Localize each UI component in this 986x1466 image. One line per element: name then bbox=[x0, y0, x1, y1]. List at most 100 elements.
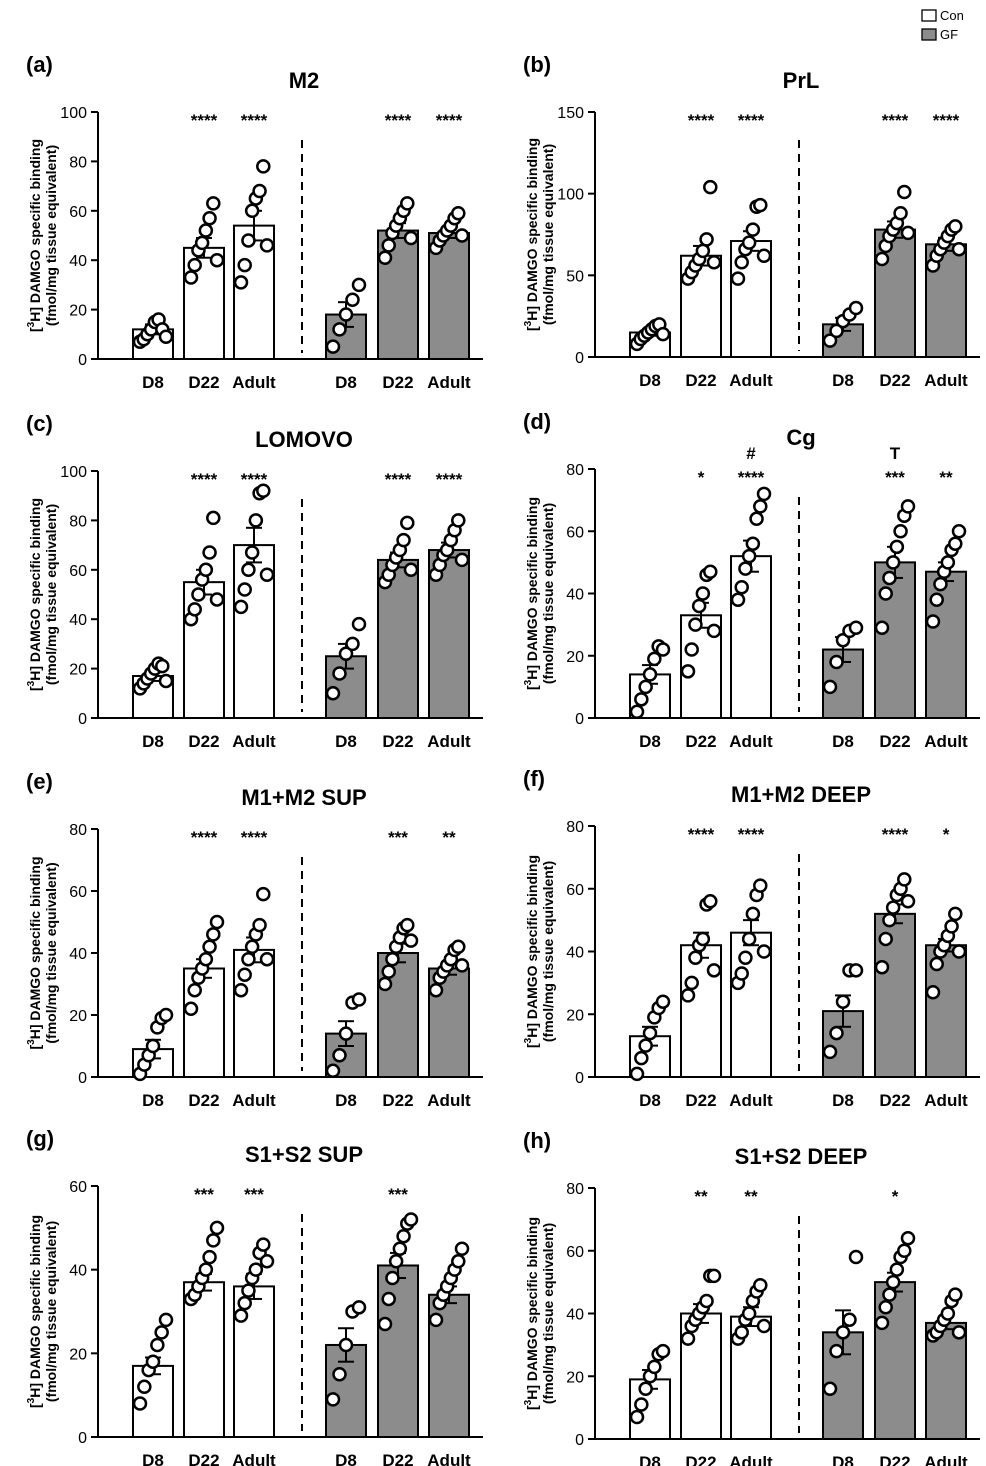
y-tick-label: 20 bbox=[566, 649, 584, 666]
data-point bbox=[745, 906, 761, 922]
data-point bbox=[741, 931, 757, 947]
data-point bbox=[454, 228, 470, 243]
y-tick-label: 100 bbox=[60, 464, 87, 481]
data-point bbox=[256, 159, 271, 174]
x-tick-label: D22 bbox=[382, 1451, 413, 1466]
x-tick-label: D8 bbox=[142, 1451, 164, 1466]
y-tick-label: 60 bbox=[69, 563, 87, 580]
data-point bbox=[209, 914, 225, 930]
x-tick-label: D22 bbox=[879, 1091, 910, 1110]
x-tick-label: Adult bbox=[924, 371, 968, 390]
significance-label: * bbox=[943, 825, 950, 844]
panel-3: (c) LOMOVO [3H] DAMGO specific binding (fmo… bbox=[26, 411, 483, 751]
x-tick-label: D22 bbox=[188, 1091, 219, 1110]
data-point bbox=[198, 951, 214, 967]
data-point bbox=[734, 255, 749, 270]
data-point bbox=[259, 1254, 275, 1269]
x-tick-label: D22 bbox=[188, 732, 219, 751]
data-point bbox=[428, 982, 444, 998]
x-tick-label: Adult bbox=[232, 1091, 276, 1110]
y-tick-label: 0 bbox=[78, 1430, 87, 1447]
data-point bbox=[325, 339, 341, 354]
y-axis-label: [3H] DAMGO specific binding bbox=[26, 856, 43, 1049]
data-point bbox=[753, 499, 768, 514]
x-tick-label: Adult bbox=[924, 1091, 968, 1110]
data-point bbox=[381, 964, 396, 979]
data-point bbox=[647, 1359, 662, 1375]
y-axis-label-line2: (fmol/mg tissue equivalent) bbox=[43, 145, 59, 326]
data-point bbox=[158, 1312, 174, 1328]
data-point bbox=[137, 1379, 152, 1395]
y-tick-label: 0 bbox=[78, 352, 87, 369]
x-tick-label: Adult bbox=[232, 373, 276, 392]
data-point bbox=[351, 616, 367, 632]
data-point bbox=[256, 483, 271, 499]
panel-label: (f) bbox=[523, 766, 545, 791]
panel-4: (d) Cg [3H] DAMGO specific binding (fmol/mg… bbox=[523, 409, 980, 751]
y-axis-label-line2: (fmol/mg tissue equivalent) bbox=[540, 1223, 556, 1404]
data-point bbox=[338, 1026, 354, 1041]
data-point bbox=[325, 1392, 341, 1407]
x-tick-label: D22 bbox=[685, 732, 716, 751]
significance-label: * bbox=[698, 468, 705, 487]
data-point bbox=[451, 206, 466, 221]
panel-title: PrL bbox=[783, 68, 820, 93]
data-point bbox=[951, 524, 967, 539]
y-tick-label: 40 bbox=[69, 253, 87, 270]
data-point bbox=[377, 1316, 393, 1332]
panel-7: (g) S1+S2 SUP [3H] DAMGO specific binding(… bbox=[26, 1126, 483, 1466]
data-point bbox=[655, 1343, 671, 1359]
data-point bbox=[706, 1268, 722, 1284]
data-point bbox=[241, 562, 256, 578]
x-tick-label: Adult bbox=[924, 1453, 968, 1466]
y-axis-label-prefix: [ bbox=[27, 327, 43, 332]
panel-title: S1+S2 SUP bbox=[245, 1142, 363, 1167]
data-point bbox=[842, 1312, 857, 1328]
x-tick-label: Adult bbox=[427, 373, 471, 392]
data-point bbox=[377, 250, 393, 265]
data-point bbox=[244, 939, 260, 955]
x-tick-label: D8 bbox=[142, 732, 164, 751]
y-axis-label-prefix: [ bbox=[524, 1405, 540, 1410]
x-tick-label: Adult bbox=[729, 1453, 773, 1466]
significance-label: *** bbox=[388, 1185, 408, 1204]
data-point bbox=[154, 1325, 169, 1340]
y-tick-label: 0 bbox=[575, 711, 584, 728]
data-point bbox=[233, 982, 249, 998]
data-point bbox=[241, 951, 256, 967]
y-tick-label: 20 bbox=[69, 662, 87, 679]
x-tick-label: Adult bbox=[427, 1091, 471, 1110]
y-axis-label-line2: (fmol/mg tissue equivalent) bbox=[43, 862, 59, 1043]
panel-title: M1+M2 SUP bbox=[241, 785, 366, 810]
posthoc-label: T bbox=[890, 444, 901, 463]
data-point bbox=[206, 510, 221, 526]
data-point bbox=[158, 329, 174, 345]
y-tick-label: 0 bbox=[575, 1070, 584, 1087]
y-axis-label-line2: (fmol/mg tissue equivalent) bbox=[540, 503, 556, 684]
significance-label: **** bbox=[385, 111, 412, 130]
y-axis-label-prefix: [ bbox=[524, 1043, 540, 1048]
bar bbox=[183, 1281, 225, 1439]
y-axis-label-prefix: [ bbox=[27, 1045, 43, 1050]
data-point bbox=[256, 886, 271, 902]
data-point bbox=[822, 679, 838, 695]
y-axis-label-rest: H] DAMGO specific binding bbox=[27, 856, 43, 1039]
data-point bbox=[655, 994, 671, 1009]
data-point bbox=[756, 944, 772, 959]
x-tick-label: Adult bbox=[427, 732, 471, 751]
data-point bbox=[629, 1409, 645, 1425]
data-point bbox=[848, 963, 864, 978]
significance-label: **** bbox=[436, 111, 463, 130]
data-point bbox=[451, 939, 466, 955]
x-tick-label: D22 bbox=[685, 371, 716, 390]
data-point bbox=[454, 958, 470, 973]
data-point bbox=[400, 515, 415, 531]
y-axis-label-rest: H] DAMGO specific binding bbox=[524, 1217, 540, 1400]
data-point bbox=[829, 1025, 844, 1041]
data-point bbox=[822, 1381, 838, 1397]
data-point bbox=[400, 917, 415, 933]
data-point bbox=[699, 232, 714, 247]
data-point bbox=[638, 1038, 653, 1053]
data-point bbox=[403, 1212, 419, 1227]
x-tick-label: D22 bbox=[879, 732, 910, 751]
